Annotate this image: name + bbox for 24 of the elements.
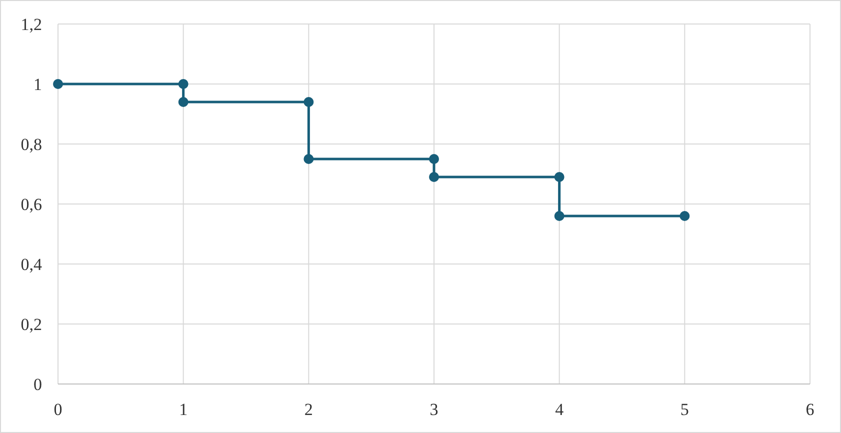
y-tick-label: 0,2 xyxy=(20,314,42,334)
y-tick-label: 0,8 xyxy=(20,134,42,154)
x-tick-label: 3 xyxy=(430,400,438,419)
point xyxy=(178,79,188,89)
x-tick-label: 6 xyxy=(806,400,814,419)
point xyxy=(178,97,188,107)
x-tick-label: 2 xyxy=(304,400,313,419)
x-tick-label: 1 xyxy=(179,400,188,419)
point xyxy=(554,211,564,221)
point xyxy=(429,172,439,182)
point xyxy=(429,154,439,164)
x-tick-label: 5 xyxy=(680,400,689,419)
point xyxy=(53,79,63,89)
y-tick-label: 0 xyxy=(34,374,42,394)
y-tick-label: 0,6 xyxy=(20,194,42,214)
y-tick-label: 1,2 xyxy=(20,14,42,34)
point xyxy=(680,211,690,221)
y-tick-label: 1 xyxy=(34,74,42,94)
point xyxy=(304,154,314,164)
x-tick-label: 0 xyxy=(54,400,62,419)
y-tick-label: 0,4 xyxy=(20,254,42,274)
x-tick-label: 4 xyxy=(555,400,564,419)
point xyxy=(554,172,564,182)
point xyxy=(304,97,314,107)
